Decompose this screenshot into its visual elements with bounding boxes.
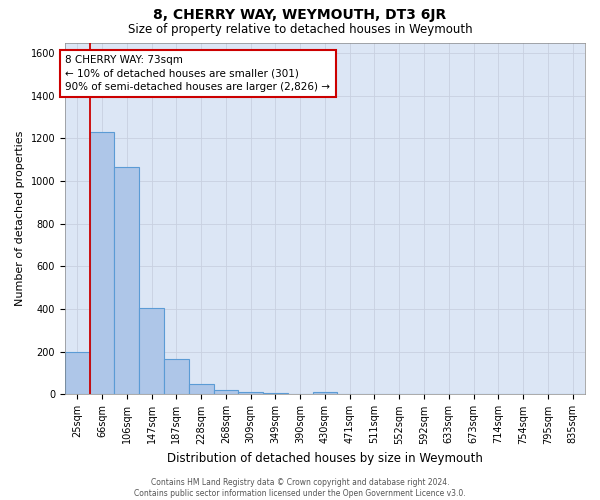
Text: Contains HM Land Registry data © Crown copyright and database right 2024.
Contai: Contains HM Land Registry data © Crown c… [134, 478, 466, 498]
Bar [189, 384, 214, 394]
Bar [214, 390, 238, 394]
X-axis label: Distribution of detached houses by size in Weymouth: Distribution of detached houses by size … [167, 452, 483, 465]
Bar [65, 352, 89, 395]
Bar [115, 168, 139, 394]
Text: 8, CHERRY WAY, WEYMOUTH, DT3 6JR: 8, CHERRY WAY, WEYMOUTH, DT3 6JR [154, 8, 446, 22]
Y-axis label: Number of detached properties: Number of detached properties [15, 131, 25, 306]
Text: 8 CHERRY WAY: 73sqm
← 10% of detached houses are smaller (301)
90% of semi-detac: 8 CHERRY WAY: 73sqm ← 10% of detached ho… [65, 55, 331, 92]
Bar [164, 359, 189, 394]
Bar [313, 392, 337, 394]
Bar [238, 392, 263, 394]
Bar [139, 308, 164, 394]
Bar [89, 132, 115, 394]
Text: Size of property relative to detached houses in Weymouth: Size of property relative to detached ho… [128, 22, 472, 36]
